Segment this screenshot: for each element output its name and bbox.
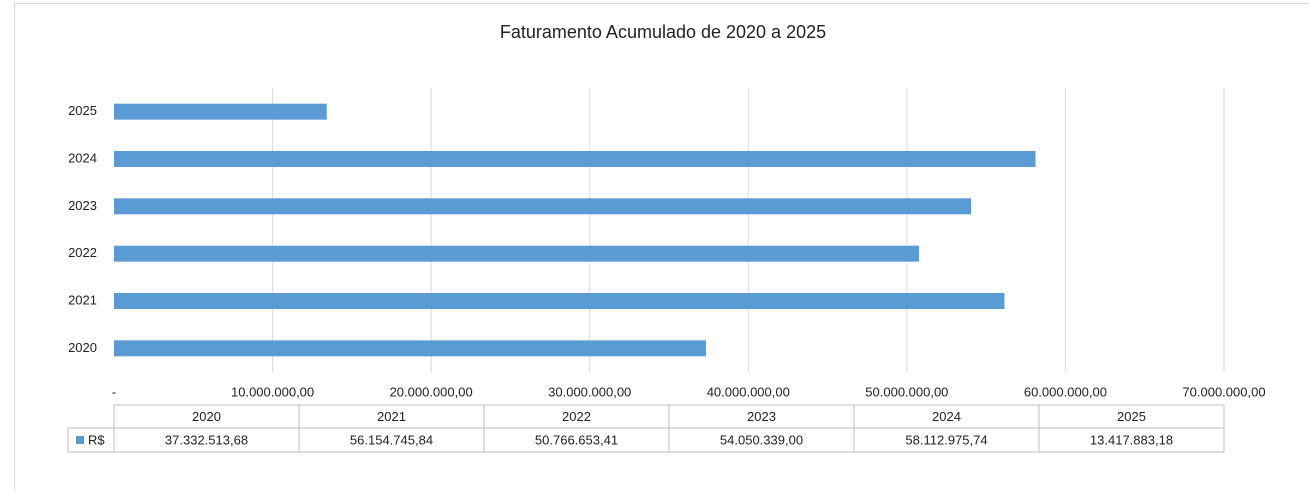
bar <box>114 151 1036 167</box>
y-tick-label: 2022 <box>68 245 97 260</box>
x-tick-label: 50.000.000,00 <box>865 384 948 399</box>
table-value: 58.112.975,74 <box>905 432 987 447</box>
x-tick-label: - <box>112 384 116 399</box>
bar <box>114 340 706 357</box>
bar <box>114 103 327 120</box>
x-tick-label: 20.000.000,00 <box>390 384 473 399</box>
table-header: 2025 <box>1117 409 1146 424</box>
table-header: 2020 <box>192 409 221 424</box>
table-header: 2024 <box>932 409 961 424</box>
table-value: 13.417.883,18 <box>1090 432 1173 447</box>
legend-swatch <box>76 436 84 444</box>
y-tick-label: 2024 <box>68 150 97 165</box>
table-header: 2021 <box>377 409 406 424</box>
x-tick-label: 40.000.000,00 <box>707 384 790 399</box>
table-value: 54.050.339,00 <box>720 432 803 447</box>
y-tick-label: 2021 <box>68 292 97 307</box>
bar <box>114 245 920 262</box>
bar <box>114 198 972 215</box>
x-tick-label: 70.000.000,00 <box>1182 384 1265 399</box>
x-tick-label: 60.000.000,00 <box>1024 384 1107 399</box>
table-header: 2023 <box>747 409 776 424</box>
legend-label: R$ <box>88 432 105 447</box>
y-tick-label: 2020 <box>68 340 97 355</box>
table-value: 37.332.513,68 <box>165 432 248 447</box>
chart-title: Faturamento Acumulado de 2020 a 2025 <box>500 22 826 42</box>
x-tick-label: 30.000.000,00 <box>548 384 631 399</box>
y-tick-label: 2025 <box>68 103 97 118</box>
y-tick-label: 2023 <box>68 198 97 213</box>
x-tick-label: 10.000.000,00 <box>231 384 314 399</box>
table-value: 56.154.745,84 <box>350 432 433 447</box>
bar <box>114 293 1005 309</box>
table-value: 50.766.653,41 <box>535 432 618 447</box>
table-header: 2022 <box>562 409 591 424</box>
